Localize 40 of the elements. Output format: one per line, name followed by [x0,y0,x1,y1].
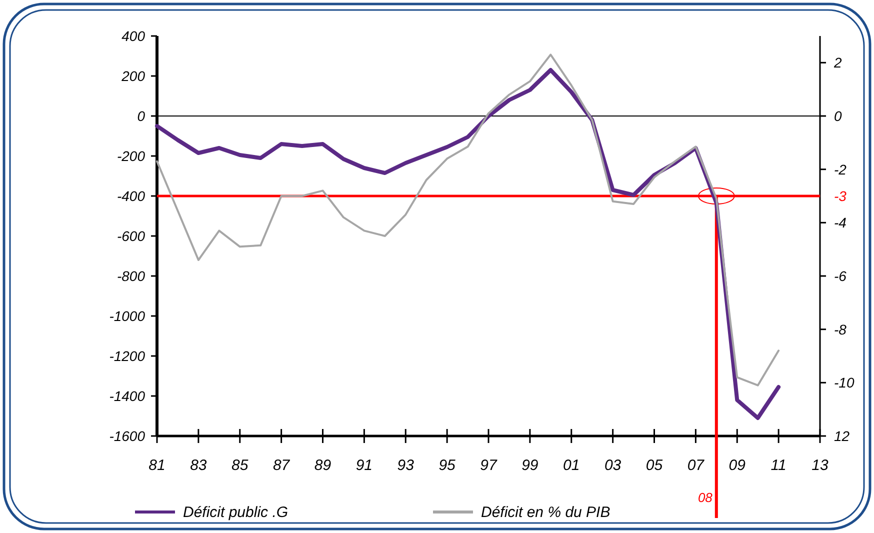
x-tick-label: 03 [604,457,622,474]
x-tick-label: 81 [148,457,166,474]
x-tick-label: 89 [314,457,332,474]
annotation: 08 [698,490,714,505]
x-tick-label: 09 [728,457,746,474]
x-tick-label: 85 [232,457,249,474]
y2-tick-label: -4 [834,214,847,231]
x-tick-label: 91 [356,457,373,474]
x-tick-label: 13 [812,457,829,474]
y-tick-label: -1400 [109,388,146,404]
y2-tick-label: 0 [834,108,842,124]
x-tick-label: 99 [522,457,539,474]
y-tick-label: -800 [116,268,146,284]
x-tick-label: 83 [190,457,208,474]
y-tick-label: -200 [116,148,146,164]
y-tick-label: -600 [116,228,146,244]
legend-label: Déficit public .G [183,504,288,521]
y2-tick-label: -2 [834,161,847,178]
y-tick-label: -1000 [109,308,146,324]
y2-tick-label: 12 [834,428,850,444]
x-tick-label: 93 [397,457,415,474]
x-tick-label: 01 [563,457,580,474]
y2-tick-label: -8 [834,321,847,338]
x-tick-label: 11 [770,457,786,474]
y2-tick-label: -6 [834,268,847,284]
x-tick-label: 07 [687,457,705,474]
x-tick-label: 95 [438,457,456,474]
ref-line-label: -3 [834,188,847,204]
x-tick-label: 87 [272,457,290,474]
y-tick-label: -1200 [109,348,146,364]
y2-tick-label: 2 [833,54,842,71]
legend-label: Déficit en % du PIB [481,504,610,521]
x-tick-label: 05 [646,457,664,474]
y-tick-label: 400 [122,28,146,44]
y-tick-label: -400 [116,188,146,204]
x-tick-label: 97 [480,457,498,474]
y-tick-label: -1600 [109,428,146,444]
y-tick-label: 200 [120,68,146,84]
y-tick-label: 0 [137,108,146,124]
y2-tick-label: -10 [834,374,854,391]
